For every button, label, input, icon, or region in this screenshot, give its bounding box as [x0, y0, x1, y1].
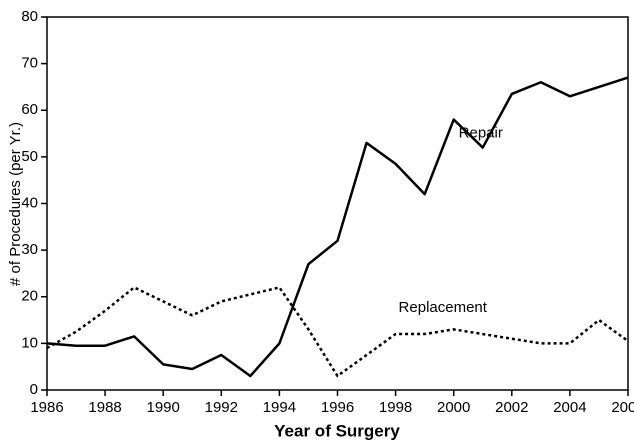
series-line [46, 76, 629, 378]
x-tick-label: 1988 [88, 399, 121, 416]
x-tick-label: 1992 [205, 399, 238, 416]
y-tick-label: 50 [21, 148, 38, 165]
x-tick-label: 1994 [263, 399, 296, 416]
x-tick-label: 2002 [495, 399, 528, 416]
x-tick-label: 1998 [379, 399, 412, 416]
series-label: Repair [459, 125, 503, 142]
series-label: Replacement [399, 299, 488, 316]
x-tick-label: 1990 [147, 399, 180, 416]
x-tick-label: 2000 [437, 399, 470, 416]
y-tick-label: 40 [21, 194, 38, 211]
y-tick-label: 30 [21, 241, 38, 258]
x-axis-title: Year of Surgery [274, 421, 400, 440]
plot-frame [46, 16, 629, 391]
y-tick-label: 70 [21, 55, 38, 72]
y-tick-label: 0 [30, 381, 38, 398]
y-tick-label: 80 [21, 8, 38, 25]
x-tick-label: 1996 [321, 399, 354, 416]
series-line [46, 286, 629, 378]
y-tick-label: 20 [21, 288, 38, 305]
x-tick-label: 2004 [553, 399, 586, 416]
y-tick-label: 60 [21, 101, 38, 118]
y-tick-label: 10 [21, 334, 38, 351]
x-tick-label: 2006 [611, 399, 634, 416]
y-axis-title: # of Procedures (per Yr.) [7, 122, 24, 286]
x-tick-label: 1986 [30, 399, 63, 416]
